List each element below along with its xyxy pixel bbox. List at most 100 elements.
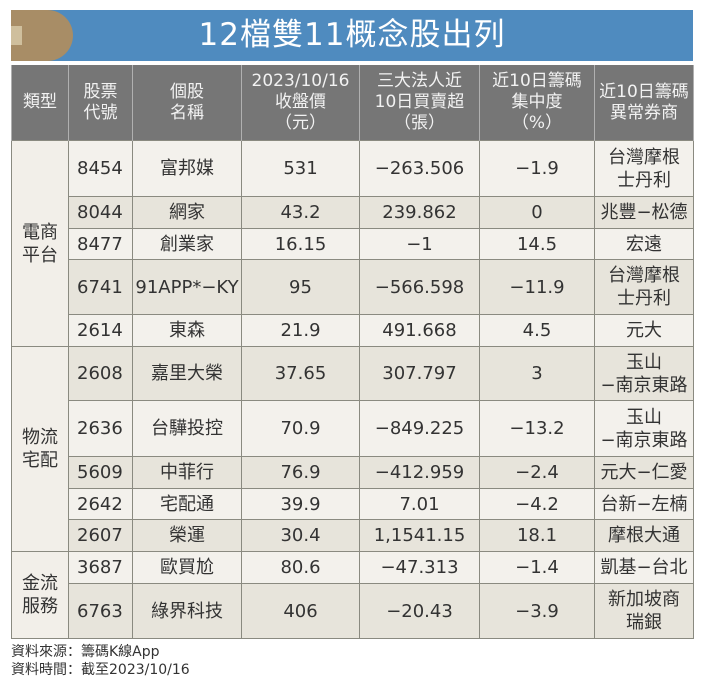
header-line: 近10日籌碼 — [492, 71, 582, 91]
broker-cell: 元大−仁愛 — [594, 456, 694, 489]
concentration-cell: −4.2 — [479, 488, 595, 520]
stock-code-cell: 6763 — [68, 583, 133, 639]
broker-cell: 兆豐−松德 — [594, 196, 694, 229]
broker-line: −南京東路 — [600, 374, 688, 396]
stock-name-cell: 歐買尬 — [132, 551, 242, 584]
broker-cell: 台灣摩根 士丹利 — [594, 140, 694, 197]
institutional-net-cell: 7.01 — [359, 488, 480, 520]
broker-line: 台灣摩根 — [608, 265, 680, 286]
header-line: 代號 — [83, 102, 118, 123]
close-price-cell: 406 — [241, 583, 360, 639]
header-code: 股票 代號 — [68, 65, 133, 141]
broker-cell: 凱基−台北 — [594, 551, 694, 584]
stock-code-cell: 3687 — [68, 551, 133, 584]
stock-code-cell: 2614 — [68, 314, 133, 347]
institutional-net-cell: −263.506 — [359, 140, 480, 197]
header-category: 類型 — [11, 65, 69, 141]
broker-line: 摩根大通 — [608, 525, 680, 546]
category-cell: 金流 服務 — [11, 551, 69, 639]
category-cell: 電商 平台 — [11, 140, 69, 347]
square-icon — [11, 26, 22, 45]
stock-name-cell: 創業家 — [132, 228, 242, 260]
title-badge-decoration — [11, 10, 73, 61]
header-line: （元） — [275, 113, 326, 133]
close-price-cell: 30.4 — [241, 519, 360, 552]
header-line: （%） — [511, 113, 563, 133]
broker-line: 宏遠 — [626, 233, 662, 255]
broker-cell: 宏遠 — [594, 228, 694, 260]
institutional-net-cell: −849.225 — [359, 400, 480, 457]
close-price-cell: 37.65 — [241, 346, 360, 401]
header-row: 類型 股票 代號 個股 名稱 2023/10/16 收盤價 （元） 三大法人近 10日買賣超 （張）… — [11, 65, 694, 141]
stock-name-cell: 中菲行 — [132, 456, 242, 489]
institutional-net-cell: −412.959 — [359, 456, 480, 489]
header-line: 股票 — [83, 81, 118, 102]
stock-code-cell: 8044 — [68, 196, 133, 229]
header-line: 近10日籌碼 — [599, 81, 689, 102]
broker-cell: 台灣摩根 士丹利 — [594, 259, 694, 315]
table-row: 6741 91APP*−KY 95 −566.598 −11.9 台灣摩根 士丹利 — [12, 259, 694, 315]
concentration-cell: 4.5 — [479, 314, 595, 347]
header-line: 收盤價 — [275, 92, 326, 112]
category-label: 宅配 — [22, 450, 58, 471]
stock-code-cell: 8477 — [68, 228, 133, 260]
header-line: 異常券商 — [610, 102, 678, 123]
institutional-net-cell: 307.797 — [359, 346, 480, 401]
concentration-cell: −2.4 — [479, 456, 595, 489]
concentration-cell: 18.1 — [479, 519, 595, 552]
stock-code-cell: 6741 — [68, 259, 133, 315]
date-note: 資料時間：截至2023/10/16 — [11, 662, 190, 678]
broker-cell: 台新−左楠 — [594, 488, 694, 520]
broker-line: 玉山 — [626, 406, 662, 428]
institutional-net-cell: −47.313 — [359, 551, 480, 584]
header-line: （張） — [394, 113, 445, 133]
concentration-cell: −13.2 — [479, 400, 595, 457]
category-label: 服務 — [22, 596, 58, 617]
stock-name-cell: 91APP*−KY — [132, 259, 242, 315]
close-price-cell: 70.9 — [241, 400, 360, 457]
category-label: 物流 — [22, 427, 58, 448]
broker-line: 元大−仁愛 — [600, 462, 688, 483]
concentration-cell: −11.9 — [479, 259, 595, 315]
close-price-cell: 39.9 — [241, 488, 360, 520]
concentration-cell: 3 — [479, 346, 595, 401]
institutional-net-cell: 491.668 — [359, 314, 480, 347]
header-line: 個股 — [170, 81, 204, 102]
broker-line: 凱基−台北 — [600, 557, 688, 578]
table-row: 2642 宅配通 39.9 7.01 −4.2 台新−左楠 — [12, 488, 694, 520]
table-row: 物流 宅配 2608 嘉里大榮 37.65 307.797 3 玉山 −南京東路 — [11, 346, 694, 552]
header-close: 2023/10/16 收盤價 （元） — [241, 65, 360, 141]
stock-name-cell: 網家 — [132, 196, 242, 229]
footer: 資料來源：籌碼K線App 資料時間：截至2023/10/16 — [11, 643, 190, 679]
close-price-cell: 21.9 — [241, 314, 360, 347]
table-row: 電商 平台 8454 富邦媒 531 −263.506 −1.9 台灣摩根 士丹利 — [11, 140, 694, 347]
header-line: 三大法人近 — [377, 71, 462, 91]
broker-line: 台新−左楠 — [600, 493, 688, 515]
broker-line: 兆豐−松德 — [600, 202, 688, 223]
title-bar: 12檔雙11概念股出列 — [11, 10, 693, 61]
table-row: 2607 榮運 30.4 1,1541.15 18.1 摩根大通 — [12, 519, 694, 552]
institutional-net-cell: −566.598 — [359, 259, 480, 315]
broker-line: 新加坡商 — [608, 589, 680, 610]
broker-line: 玉山 — [626, 351, 662, 373]
broker-line: −南京東路 — [600, 429, 688, 451]
header-line: 10日買賣超 — [374, 92, 465, 112]
table-row: 2614 東森 21.9 491.668 4.5 元大 — [12, 314, 694, 347]
category-label: 平台 — [22, 244, 58, 266]
stock-code-cell: 2608 — [68, 346, 133, 401]
table-row: 8477 創業家 16.15 −1 14.5 宏遠 — [12, 228, 694, 260]
concentration-cell: 0 — [479, 196, 595, 229]
broker-cell: 元大 — [594, 314, 694, 347]
stock-name-cell: 富邦媒 — [132, 140, 242, 197]
broker-line: 台灣摩根 — [608, 146, 680, 168]
header-line: 類型 — [23, 92, 57, 112]
close-price-cell: 95 — [241, 259, 360, 315]
close-price-cell: 43.2 — [241, 196, 360, 229]
table-row: 2636 台驊投控 70.9 −849.225 −13.2 玉山 −南京東路 — [12, 400, 694, 457]
stock-code-cell: 2636 — [68, 400, 133, 457]
table-row: 5609 中菲行 76.9 −412.959 −2.4 元大−仁愛 — [12, 456, 694, 489]
broker-line: 士丹利 — [617, 288, 671, 309]
close-price-cell: 76.9 — [241, 456, 360, 489]
header-line: 2023/10/16 — [251, 71, 350, 91]
broker-line: 瑞銀 — [626, 612, 662, 633]
